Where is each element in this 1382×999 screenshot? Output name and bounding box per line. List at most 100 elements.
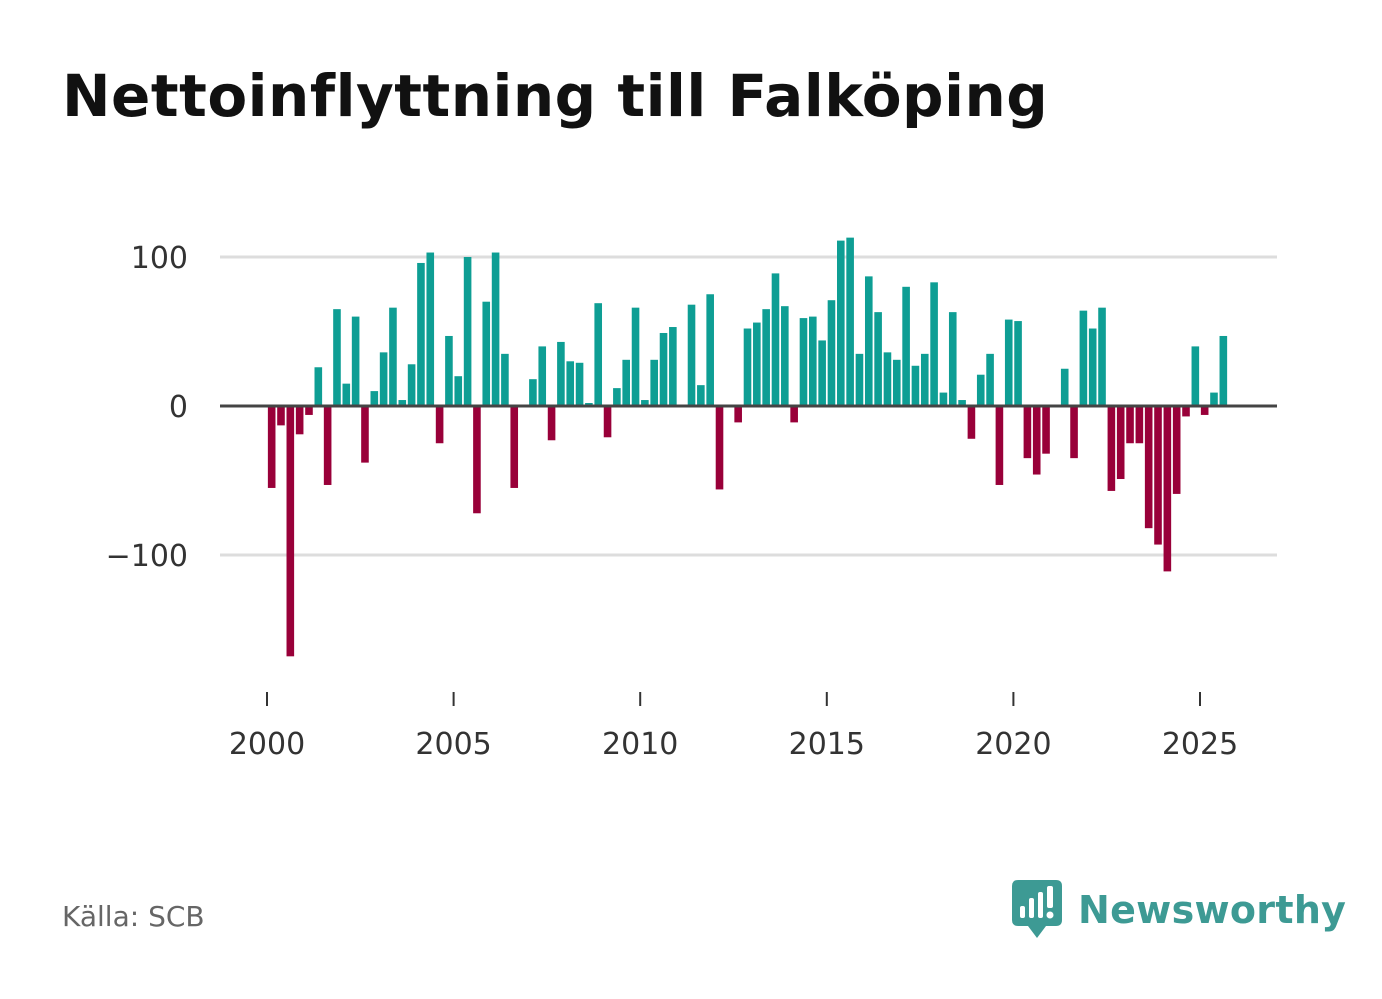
bar [361, 406, 369, 463]
bar [1144, 406, 1153, 529]
bar [1200, 406, 1209, 415]
bar [837, 240, 845, 406]
bar [855, 353, 864, 406]
bar [1107, 406, 1116, 491]
bar [398, 400, 407, 406]
bar [939, 392, 948, 406]
bar [407, 364, 416, 406]
bar [1042, 406, 1050, 454]
bar [958, 400, 966, 406]
bar [715, 406, 724, 490]
bar [799, 318, 808, 406]
bar [687, 304, 696, 406]
bar [697, 385, 705, 406]
bar [874, 312, 882, 406]
bar [342, 383, 351, 406]
bar [547, 406, 556, 441]
bar [827, 300, 836, 406]
bar [818, 340, 826, 406]
y-tick-label: −100 [106, 539, 188, 574]
bar [351, 316, 360, 406]
gridlines [220, 255, 1277, 557]
bars [267, 237, 1228, 657]
bar [641, 400, 649, 406]
bar [809, 316, 817, 406]
bar [762, 309, 770, 406]
bar [435, 406, 444, 444]
bar [379, 352, 388, 406]
x-tick-label: 2000 [229, 727, 305, 762]
y-tick-label: 100 [131, 241, 188, 276]
bar [1014, 321, 1022, 406]
bar [1191, 346, 1200, 406]
bar [1023, 406, 1032, 459]
bar [267, 406, 276, 488]
bar [669, 327, 677, 406]
bar [445, 335, 453, 406]
bar [883, 352, 892, 406]
bar [631, 307, 640, 406]
bar [1219, 335, 1228, 406]
bar [417, 262, 425, 406]
bar [1116, 406, 1125, 480]
bar [613, 388, 621, 406]
bar [1126, 406, 1134, 444]
bar [491, 252, 500, 406]
bar [1088, 328, 1097, 406]
chart-title: Nettoinflyttning till Falköping [62, 62, 1049, 130]
bar [314, 367, 323, 406]
bar [333, 309, 341, 406]
newsworthy-logo-icon [1012, 880, 1062, 938]
bar [305, 406, 313, 415]
bar [948, 312, 957, 406]
x-tick-label: 2010 [602, 727, 678, 762]
source-note: Källa: SCB [62, 900, 205, 933]
bar [1098, 307, 1106, 406]
bar [1154, 406, 1162, 545]
bar [995, 406, 1004, 485]
bar [902, 286, 910, 406]
bar [389, 307, 397, 406]
bar [1070, 406, 1078, 459]
bar [566, 361, 575, 406]
bar [771, 273, 780, 406]
bar [1172, 406, 1181, 494]
bar [1210, 392, 1218, 406]
bar [864, 276, 873, 406]
bar [734, 406, 742, 423]
bar [1079, 310, 1088, 406]
brand-logo[interactable]: Newsworthy [1012, 880, 1346, 940]
bar [529, 379, 537, 406]
x-tick-label: 2025 [1162, 727, 1238, 762]
x-tick-label: 2020 [975, 727, 1051, 762]
bar [986, 353, 994, 406]
bar [454, 376, 463, 406]
bar [510, 406, 519, 488]
bar [1032, 406, 1041, 475]
bar [538, 346, 547, 406]
bar [603, 406, 612, 438]
bar [1060, 368, 1069, 406]
bar [846, 237, 854, 406]
y-tick-label: 0 [169, 390, 188, 425]
bar [743, 328, 752, 406]
bar [967, 406, 976, 439]
bar [976, 374, 985, 406]
bar [557, 341, 565, 406]
bar [1004, 319, 1013, 406]
bar [1163, 406, 1172, 572]
bar [286, 406, 295, 657]
x-axis: 2000 2005 2010 2015 2020 2025 [229, 692, 1238, 762]
x-tick-label: 2015 [789, 727, 865, 762]
bar [781, 306, 789, 406]
bar [463, 257, 472, 406]
x-tick-label: 2005 [415, 727, 491, 762]
bar [277, 406, 285, 426]
bar [473, 406, 481, 514]
bar [575, 362, 584, 406]
bar [911, 365, 920, 406]
bar [370, 391, 379, 406]
bar [920, 353, 929, 406]
bar [892, 359, 901, 406]
